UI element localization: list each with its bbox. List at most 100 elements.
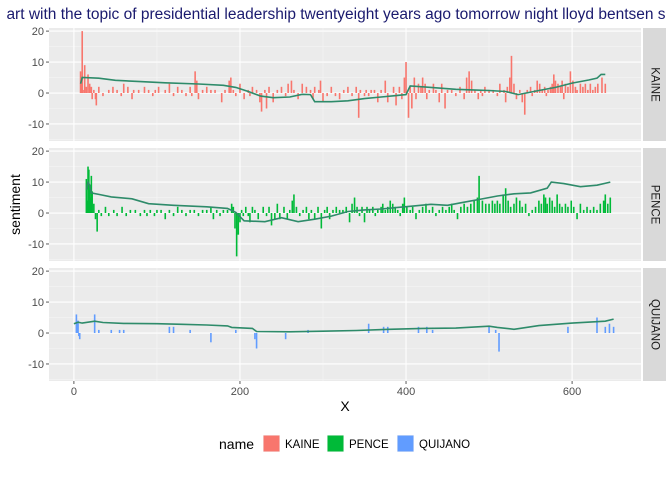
- bar-pence: [494, 203, 496, 214]
- bar-kaine: [319, 80, 322, 94]
- panel-grid: [49, 28, 641, 141]
- facet-panel-quijano: QUIJANO: [49, 268, 666, 381]
- bar-pence: [153, 213, 156, 217]
- bar-quijano: [235, 329, 237, 334]
- bar-kaine: [594, 86, 597, 94]
- bar-kaine: [276, 89, 279, 94]
- bar-pence: [543, 194, 545, 214]
- bar-kaine: [562, 93, 565, 100]
- bar-pence: [450, 203, 453, 214]
- bar-kaine: [85, 86, 88, 94]
- bar-kaine: [536, 80, 539, 94]
- legend-label-pence: PENCE: [349, 439, 389, 451]
- bar-kaine: [330, 86, 333, 94]
- bar-pence: [374, 213, 377, 217]
- bar-kaine: [407, 93, 410, 118]
- bar-kaine: [470, 80, 473, 94]
- bar-pence: [185, 213, 187, 217]
- bar-kaine: [191, 93, 193, 97]
- bar-kaine: [95, 93, 98, 106]
- bar-pence: [335, 206, 338, 214]
- bar-pence: [134, 209, 137, 214]
- bar-pence: [579, 203, 582, 214]
- bar-pence: [351, 203, 353, 214]
- bar-pence: [332, 209, 334, 214]
- bar-kaine: [587, 89, 589, 94]
- bar-kaine: [255, 89, 258, 94]
- bar-pence: [302, 209, 304, 214]
- bar-pence: [518, 200, 521, 214]
- bar-kaine: [220, 93, 223, 103]
- bar-kaine: [553, 74, 555, 94]
- bar-quijano: [168, 326, 171, 334]
- bar-pence: [403, 197, 406, 214]
- bar-pence: [572, 206, 575, 214]
- y-tick-label: 10: [32, 297, 44, 309]
- bar-kaine: [420, 86, 422, 94]
- bar-kaine: [463, 93, 465, 100]
- bar-pence: [540, 203, 543, 214]
- bar-kaine: [342, 89, 345, 94]
- bar-kaine: [82, 89, 84, 94]
- bar-pence: [270, 213, 273, 226]
- bar-pence: [425, 203, 427, 214]
- bar-pence: [189, 209, 191, 214]
- bar-kaine: [584, 83, 587, 94]
- facet-strip-label: KAINE: [649, 67, 661, 102]
- y-tick-label: 0: [38, 328, 44, 340]
- bar-kaine: [224, 89, 226, 94]
- bar-pence: [592, 206, 595, 214]
- bar-kaine: [564, 83, 567, 94]
- bar-pence: [528, 213, 530, 217]
- bar-pence: [548, 197, 551, 214]
- bar-kaine: [265, 93, 268, 109]
- bar-pence: [237, 213, 240, 235]
- bar-kaine: [107, 89, 110, 94]
- bar-pence: [164, 213, 167, 220]
- y-tick-label: -10: [28, 359, 44, 371]
- bar-pence: [551, 200, 553, 214]
- bar-kaine: [137, 89, 140, 94]
- bar-pence: [586, 206, 588, 214]
- bar-kaine: [474, 89, 476, 94]
- bar-kaine: [421, 77, 424, 94]
- bar-pence: [305, 206, 308, 214]
- bar-pence: [112, 209, 115, 214]
- bar-pence: [247, 213, 250, 217]
- y-tick-label: 0: [38, 208, 44, 220]
- bar-quijano: [494, 329, 497, 334]
- bar-kaine: [90, 86, 93, 94]
- bar-quijano: [608, 323, 611, 334]
- bar-pence: [521, 206, 524, 214]
- bar-kaine: [547, 89, 549, 94]
- bar-kaine: [506, 86, 509, 94]
- bar-kaine: [355, 86, 358, 94]
- bar-pence: [538, 200, 540, 214]
- bar-pence: [219, 213, 221, 217]
- bar-pence: [100, 213, 103, 217]
- bar-kaine: [424, 83, 426, 94]
- bar-kaine: [132, 89, 135, 94]
- bar-kaine: [538, 83, 541, 94]
- bar-pence: [240, 209, 243, 214]
- bar-pence: [146, 213, 148, 217]
- bar-quijano: [255, 333, 258, 349]
- facet-panel-kaine: KAINE: [49, 28, 666, 141]
- bar-kaine: [194, 71, 196, 94]
- bar-kaine: [284, 93, 287, 97]
- bar-pence: [401, 203, 404, 214]
- bar-pence: [582, 209, 585, 214]
- bar-kaine: [499, 83, 501, 94]
- bar-pence: [268, 206, 270, 214]
- bar-pence: [558, 203, 561, 214]
- bar-pence: [553, 206, 556, 214]
- bar-kaine: [589, 83, 592, 94]
- bar-pence: [249, 213, 251, 223]
- bar-kaine: [384, 80, 387, 94]
- bar-kaine: [601, 77, 603, 94]
- bar-quijano: [98, 329, 100, 334]
- bar-kaine: [338, 93, 341, 100]
- bar-quijano: [604, 326, 607, 334]
- bar-kaine: [510, 55, 513, 94]
- bar-pence: [386, 206, 389, 214]
